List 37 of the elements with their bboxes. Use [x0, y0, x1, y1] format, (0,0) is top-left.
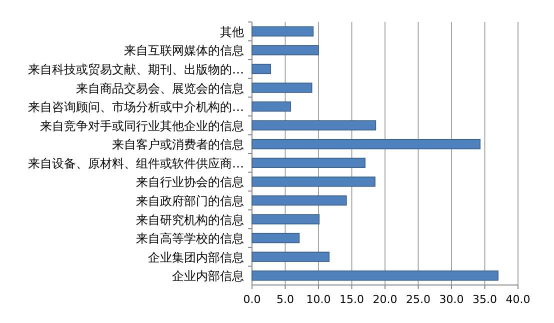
- y-tick-label: 来自科技或贸易文献、期刊、出版物的…: [28, 62, 244, 76]
- bar: [252, 195, 347, 206]
- bar: [252, 64, 272, 74]
- y-tick-label: 来自客户或消费者的信息: [112, 138, 244, 152]
- bar: [252, 120, 376, 130]
- bar: [252, 270, 498, 281]
- bar: [252, 45, 319, 56]
- y-tick-label: 来自行业协会的信息: [136, 175, 244, 190]
- x-tick-label: 15.0: [340, 293, 364, 306]
- y-tick-label: 来自政府部门的信息: [136, 194, 244, 208]
- y-tick-label: 企业内部信息: [172, 269, 244, 284]
- y-tick-label: 企业集团内部信息: [148, 250, 244, 264]
- y-tick-label: 来自研究机构的信息: [136, 212, 244, 227]
- bar: [252, 176, 376, 187]
- bar: [252, 232, 300, 244]
- y-tick-label: 来自竞争对手或同行业其他企业的信息: [40, 118, 244, 133]
- x-tick-label: 25.0: [406, 293, 430, 306]
- y-tick-label: 来自互联网媒体的信息: [124, 44, 244, 58]
- y-tick-label: 来自设备、原材料、组件或软件供应商…: [28, 156, 244, 170]
- bar: [252, 139, 480, 150]
- x-tick-label: 35.0: [472, 293, 497, 306]
- bar: [252, 158, 366, 168]
- y-tick-label: 来自高等学校的信息: [136, 232, 244, 246]
- bar: [252, 214, 320, 224]
- y-tick-label: 其他: [220, 24, 244, 39]
- x-tick-label: 40.0: [506, 293, 530, 306]
- x-tick-label: 10.0: [306, 293, 331, 306]
- bar: [252, 252, 330, 262]
- x-tick-label: 20.0: [372, 293, 398, 306]
- bar: [252, 101, 291, 112]
- bar: [252, 26, 314, 36]
- bar: [252, 82, 312, 93]
- x-tick-label: 0.0: [243, 293, 261, 306]
- y-tick-label: 来自商品交易会、展览会的信息: [76, 81, 244, 96]
- x-tick-label: 30.0: [439, 293, 464, 306]
- x-tick-label: 5.0: [276, 293, 294, 306]
- y-tick-label: 来自咨询顾问、市场分析或中介机构的…: [28, 100, 244, 114]
